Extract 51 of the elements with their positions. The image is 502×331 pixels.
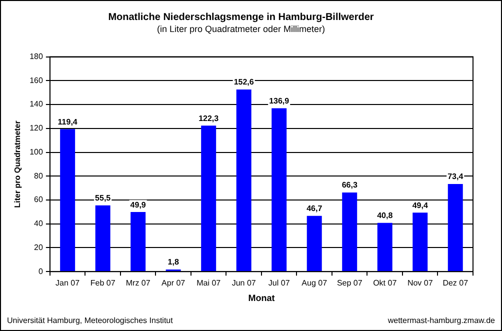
text: Universität Hamburg, Meteorologisches Institut bbox=[7, 316, 174, 326]
bar bbox=[236, 90, 252, 272]
y-tick-label: 100 bbox=[30, 147, 44, 156]
data-label: 122,3 bbox=[198, 114, 220, 123]
bar bbox=[306, 216, 322, 272]
chart-title: Monatliche Niederschlagsmenge in Hamburg-Billwerder bbox=[108, 12, 374, 23]
x-tick-label: Feb 07 bbox=[90, 278, 116, 288]
y-tick-label: 80 bbox=[34, 171, 44, 180]
x-tick-label: Nov 07 bbox=[407, 278, 434, 288]
x-tick-label: Aug 07 bbox=[302, 278, 328, 288]
data-label: 46,7 bbox=[306, 204, 323, 214]
data-label: 49,9 bbox=[130, 200, 146, 210]
data-label: 136,9 bbox=[269, 96, 290, 106]
y-tick-label: 60 bbox=[34, 195, 44, 204]
y-tick-label: 160 bbox=[30, 76, 44, 85]
x-tick-label: Mrz 07 bbox=[126, 278, 151, 288]
bar bbox=[130, 212, 146, 272]
y-tick-label: 180 bbox=[30, 52, 44, 62]
x-tick-label: Dez 07 bbox=[442, 278, 469, 288]
bar bbox=[412, 212, 428, 272]
y-tick-label: 140 bbox=[30, 100, 44, 109]
data-label: 40,8 bbox=[377, 211, 394, 220]
x-tick-label: Jun 07 bbox=[232, 278, 256, 288]
data-label: 73,4 bbox=[448, 172, 464, 182]
y-tick-label: 120 bbox=[30, 124, 44, 133]
data-label: 1,8 bbox=[168, 258, 180, 267]
y-axis-title: Liter pro Quadratmeter bbox=[13, 120, 22, 208]
bar bbox=[342, 192, 358, 272]
data-label: 55,5 bbox=[95, 194, 112, 203]
x-axis-title: Monat bbox=[248, 293, 275, 304]
data-label: 66,3 bbox=[342, 180, 358, 190]
x-tick-label: Apr 07 bbox=[162, 278, 186, 288]
bar bbox=[272, 108, 287, 272]
text: wettermast-hamburg.zmaw.de bbox=[386, 316, 496, 326]
bar bbox=[95, 205, 110, 272]
x-tick-label: Jul 07 bbox=[268, 278, 290, 288]
x-tick-label: Jan 07 bbox=[56, 278, 80, 288]
bar bbox=[377, 222, 392, 272]
data-label: 152,6 bbox=[234, 78, 254, 87]
data-label: 49,4 bbox=[412, 200, 428, 210]
y-tick-label: 40 bbox=[34, 219, 44, 228]
data-label: 119,4 bbox=[58, 117, 78, 126]
bar bbox=[60, 129, 76, 272]
bar bbox=[201, 126, 216, 272]
y-tick-label: 20 bbox=[34, 242, 44, 252]
x-tick-label: Mai 07 bbox=[196, 278, 222, 288]
y-tick-label: 0 bbox=[38, 266, 44, 276]
x-tick-label: Okt 07 bbox=[373, 278, 398, 288]
bar bbox=[448, 184, 463, 272]
x-tick-label: Sep 07 bbox=[336, 278, 363, 288]
chart-subtitle: (in Liter pro Quadratmeter oder Millimeter) bbox=[156, 24, 326, 34]
